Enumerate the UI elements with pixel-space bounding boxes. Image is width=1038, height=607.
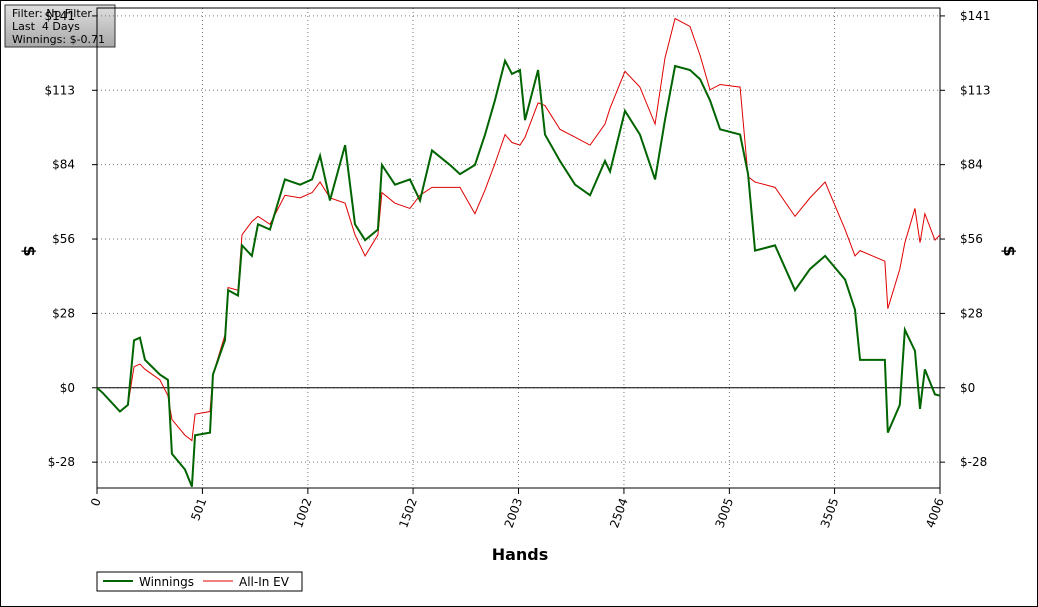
legend-label: Winnings: [139, 575, 194, 589]
y2-tick-label: $-28: [960, 455, 987, 469]
y2-tick-label: $0: [960, 381, 975, 395]
y2-tick-label: $113: [960, 83, 991, 97]
y-tick-label: $56: [52, 232, 75, 246]
y2-tick-label: $28: [960, 306, 983, 320]
legend: [96, 571, 303, 592]
x-axis-label: Hands: [492, 545, 549, 564]
filter-text: Filter: No Filter: [12, 7, 92, 20]
y-axis-label: $: [20, 245, 39, 256]
y-tick-label: $141: [44, 9, 75, 23]
filter-text: Winnings: $-0.71: [12, 33, 105, 46]
series-line: [96, 57, 941, 488]
y-tick-label: $84: [52, 158, 75, 172]
y2-tick-label: $84: [960, 158, 983, 172]
legend-label: All-In EV: [239, 575, 290, 589]
y2-tick-label: $56: [960, 232, 983, 246]
y2-tick-label: $141: [960, 9, 991, 23]
y-tick-label: $-28: [48, 455, 75, 469]
filter-text: Last 4 Days: [12, 20, 80, 33]
y-tick-label: $28: [52, 306, 75, 320]
y-tick-label: $113: [44, 83, 75, 97]
plot-frame: [96, 7, 941, 489]
x-tick-label: 0: [88, 496, 104, 508]
y-tick-label: $0: [60, 381, 75, 395]
y2-axis-label: $: [1000, 245, 1019, 256]
